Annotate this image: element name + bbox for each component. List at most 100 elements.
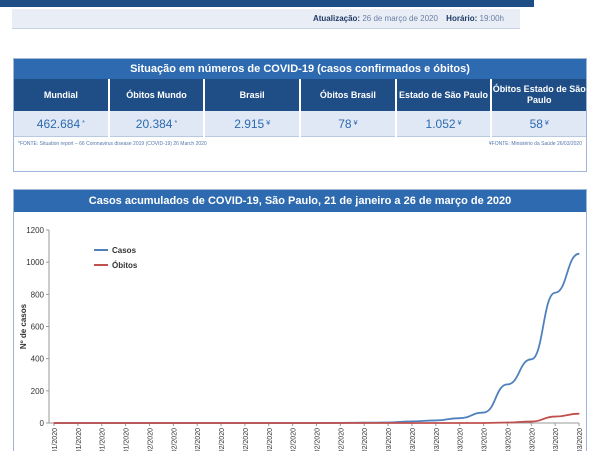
x-tick-label: 20/02/2020 [291,428,298,451]
time-value: 19:00h [479,14,504,23]
y-tick-label: 600 [31,323,45,332]
data-point [530,420,532,423]
data-point [506,383,509,385]
data-point [101,422,103,424]
y-tick-label: 800 [31,290,45,299]
x-tick-label: 02/02/2020 [147,428,154,451]
x-tick-label: 09/03/2020 [434,428,441,451]
data-point [554,292,556,294]
data-point [411,422,413,424]
y-tick-label: 0 [40,419,45,428]
data-point [148,422,151,424]
stats-header-row: Mundial Óbitos Mundo Brasil Óbitos Brasi… [14,79,587,111]
x-tick-label: 21/01/2020 [52,428,59,451]
data-point [196,422,198,424]
data-point [435,419,437,422]
data-point [315,422,318,424]
stats-value-cell: 462.684 * [14,111,108,137]
stats-header-cell: Mundial [14,79,108,111]
chart-title: Casos acumulados de COVID-19, São Paulo,… [14,190,586,212]
stats-value-cell: 1.052 ¥ [396,111,491,137]
stats-title: Situação em números de COVID-19 (casos c… [14,59,586,79]
series-line-obitos [53,412,580,424]
x-tick-label: 12/03/2020 [458,428,465,451]
x-tick-label: 30/01/2020 [124,428,131,451]
x-tick-label: 17/02/2020 [267,428,274,451]
data-point [578,413,580,415]
legend-label: Óbitos [112,261,138,270]
x-tick-label: 18/03/2020 [505,428,512,451]
x-tick-label: 23/02/2020 [315,428,322,451]
x-tick-label: 24/03/2020 [553,428,560,451]
series-line-casos [53,252,580,424]
stats-header-cell: Estado de São Paulo [396,79,491,111]
stats-source-mark: ¥ [544,120,549,127]
stats-value-cell: 58 ¥ [492,111,587,137]
data-point [77,422,79,424]
stats-value: 78 [338,116,352,131]
stats-values-row: 462.684 * 20.384 * 2.915 ¥ 78 ¥ 1.052 ¥ 58 ¥ [14,111,587,137]
legend-label: Casos [112,246,137,255]
data-point [482,422,485,424]
stats-source-mark: * [82,120,85,127]
y-tick-label: 200 [31,387,45,396]
stats-value: 20.384 [135,116,173,131]
data-point [411,420,413,422]
x-tick-label: 06/03/2020 [410,428,417,451]
data-point [124,422,127,424]
data-point [459,422,461,424]
y-tick-label: 1000 [26,258,44,267]
stats-header-cell: Óbitos Mundo [109,79,204,111]
x-tick-label: 26/02/2020 [338,428,345,451]
x-tick-label: 05/02/2020 [171,428,178,451]
footnote-left: *FONTE: Situation report – 66 Coronaviru… [18,141,207,147]
y-axis-label: Nº de casos [19,303,28,349]
x-tick-label: 29/02/2020 [362,428,369,451]
stats-value: 462.684 [36,116,81,131]
data-point [435,422,437,424]
data-point [530,358,532,360]
footnote-right: ¥FONTE: Ministério da Saúde 26/03/2020 [488,141,582,147]
x-tick-label: 24/01/2020 [76,428,83,451]
cases-line-chart: 0 200 400 600 800 1000 1200 Nº de casos 21/01/20… [19,226,584,456]
stats-header-cell: Óbitos Estado de São Paulo [492,79,587,111]
data-point [387,422,389,424]
top-title-bar [0,0,534,7]
data-point [268,422,270,424]
stats-value-cell: 2.915 ¥ [205,111,300,137]
data-point [482,411,485,414]
data-point [506,421,509,424]
data-point [554,415,556,418]
data-point [220,422,222,424]
chart-panel: Casos acumulados de COVID-19, São Paulo,… [13,189,587,456]
data-point [172,422,174,424]
x-tick-label: 08/02/2020 [195,428,202,451]
stats-header-cell: Brasil [205,79,300,111]
x-tick-label: 15/03/2020 [482,428,489,451]
stats-value: 2.915 [234,116,265,131]
stats-source-mark: ¥ [353,120,358,127]
stats-source-mark: * [174,120,178,127]
x-tick-label: 27/01/2020 [100,428,107,451]
stats-source-mark: ¥ [266,120,271,127]
time-label: Horário: [446,14,478,23]
update-label: Atualização: [312,14,361,23]
update-info: Atualização: 26 de março de 2020 Horário… [12,9,520,29]
data-point [292,422,294,424]
y-tick-label: 400 [31,355,45,364]
stats-value: 1.052 [425,116,456,131]
data-point [244,422,246,424]
data-point [363,422,365,424]
x-tick-label: 11/02/2020 [219,428,226,451]
stats-value-cell: 20.384 * [109,111,204,137]
data-point [459,417,461,419]
x-tick-label: 03/03/2020 [386,428,393,451]
stats-panel: Situação em números de COVID-19 (casos c… [13,58,587,172]
stats-value-cell: 78 ¥ [301,111,395,137]
x-tick-label: 26/03/2020 [577,428,584,451]
stats-header-cell: Óbitos Brasil [301,79,395,111]
data-point [339,422,341,424]
stats-source-mark: ¥ [457,120,462,127]
x-tick-label: 21/03/2020 [529,428,536,451]
stats-value: 58 [529,116,543,131]
